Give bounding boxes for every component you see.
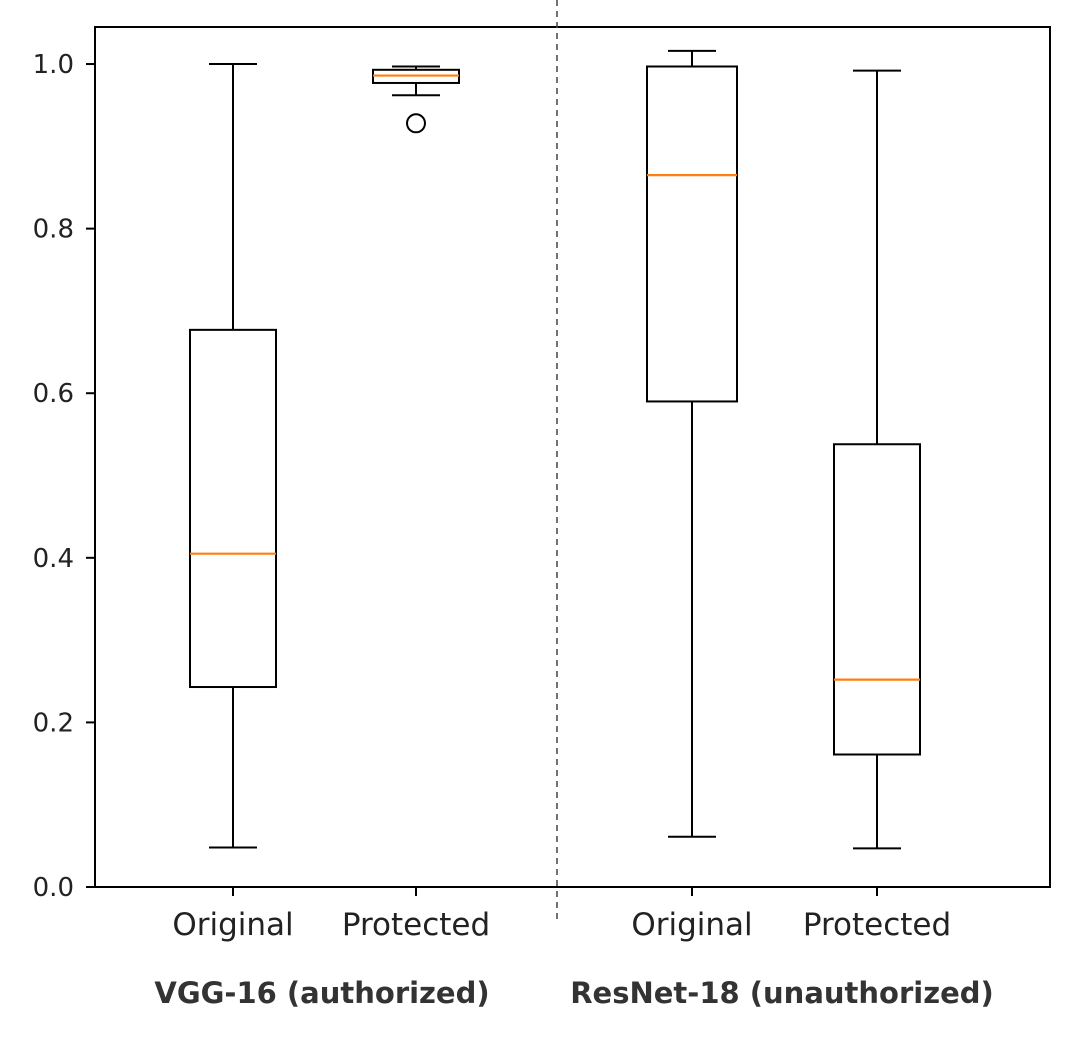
x-axis: Original Protected Original Protected bbox=[172, 887, 951, 943]
group-label-vgg16: VGG-16 (authorized) bbox=[154, 976, 489, 1010]
plot-frame bbox=[94, 26, 1051, 888]
x-tick-label: Original bbox=[172, 907, 293, 943]
y-axis: 0.0 0.2 0.4 0.6 0.8 1.0 bbox=[33, 50, 95, 903]
x-tick-label: Protected bbox=[342, 907, 490, 943]
x-tick-label: Protected bbox=[803, 907, 951, 943]
y-tick-label: 1.0 bbox=[33, 50, 74, 80]
y-tick-label: 0.4 bbox=[33, 544, 74, 574]
box-original-resnet18 bbox=[646, 49, 738, 838]
iqr-box bbox=[646, 65, 738, 403]
y-tick-label: 0.8 bbox=[33, 215, 74, 245]
iqr-box bbox=[189, 328, 277, 689]
y-tick-label: 0.2 bbox=[33, 708, 74, 738]
y-tick-label: 0.0 bbox=[33, 873, 74, 903]
x-tick-label: Original bbox=[631, 907, 752, 943]
box-series bbox=[189, 49, 921, 850]
group-label-resnet18: ResNet-18 (unauthorized) bbox=[570, 976, 994, 1010]
y-tick-label: 0.6 bbox=[33, 379, 74, 409]
box-original-vgg16 bbox=[189, 63, 277, 849]
outlier-point bbox=[406, 113, 426, 134]
iqr-box bbox=[833, 443, 921, 756]
box-protected-vgg16 bbox=[372, 65, 460, 134]
box-protected-resnet18 bbox=[833, 69, 921, 850]
